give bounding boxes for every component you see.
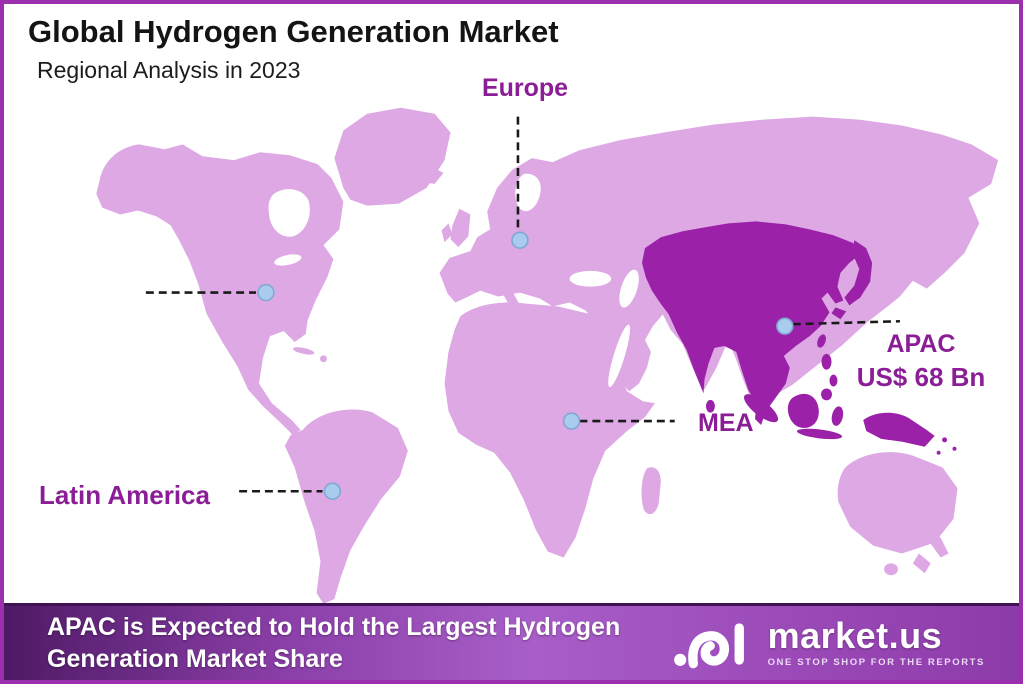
bottom-banner: APAC is Expected to Hold the Largest Hyd… — [4, 603, 1019, 680]
marker-dot-latin-america — [323, 482, 342, 500]
region-cuba — [292, 347, 315, 355]
region-solomons-3 — [936, 450, 941, 455]
region-sumatra — [743, 394, 779, 423]
world-map — [96, 107, 999, 604]
region-borneo — [787, 393, 819, 428]
page-subtitle: Regional Analysis in 2023 — [37, 57, 301, 83]
sea-red-sea — [608, 324, 631, 388]
logo-tagline: ONE STOP SHOP FOR THE REPORTS — [767, 657, 985, 668]
region-ireland — [441, 223, 453, 243]
page-title: Global Hydrogen Generation Market — [28, 14, 559, 49]
region-iceland — [417, 166, 444, 184]
apac-market-value: US$ 68 Bn — [856, 362, 986, 392]
marketus-logo-icon — [673, 623, 744, 669]
sea-black-sea — [569, 270, 612, 287]
region-taiwan — [817, 334, 826, 348]
marker-dot-europe — [511, 231, 529, 249]
region-java — [796, 428, 843, 440]
region-philippines-2 — [829, 374, 838, 387]
region-hainan — [770, 368, 780, 378]
region-tasmania — [884, 563, 898, 576]
region-new-zealand-south — [912, 553, 931, 574]
marker-dot-apac — [776, 317, 794, 335]
map-label-mea: MEA — [698, 409, 754, 437]
leader-line-apac — [792, 319, 900, 326]
region-greenland — [334, 107, 451, 206]
marker-dot-north-america — [257, 283, 275, 302]
region-south-america — [284, 409, 408, 604]
region-solomons-1 — [942, 437, 948, 443]
map-label-apac: APAC US$ 68 Bn — [847, 329, 995, 393]
region-new-guinea — [863, 412, 935, 447]
region-uk — [450, 208, 471, 248]
region-philippines-1 — [821, 353, 832, 370]
region-madagascar — [641, 467, 661, 515]
region-north-america — [96, 144, 344, 435]
logo-name: market.us — [767, 615, 943, 656]
sea-hudson-bay — [268, 189, 310, 237]
map-label-latin-america: Latin America — [39, 480, 210, 510]
map-label-europe: Europe — [481, 74, 569, 102]
apac-name: APAC — [886, 330, 956, 358]
region-japan-south — [831, 307, 847, 320]
banner-headline: APAC is Expected to Hold the Largest Hyd… — [47, 613, 621, 673]
sea-caspian — [619, 269, 639, 308]
header: Global Hydrogen Generation Market Region… — [28, 14, 559, 84]
lake-great-lakes — [274, 254, 302, 266]
region-philippines-3 — [821, 388, 832, 401]
region-sri-lanka — [705, 399, 715, 413]
sea-persian-gulf — [657, 337, 676, 351]
region-hispaniola — [320, 355, 327, 363]
region-africa — [444, 302, 655, 558]
logo-text: market.us ONE STOP SHOP FOR THE REPORTS — [767, 615, 985, 669]
sea-baltic — [515, 173, 541, 212]
region-new-zealand-north — [922, 525, 949, 558]
region-apac-mainland — [641, 221, 860, 426]
marker-dot-mea — [562, 412, 581, 430]
marketus-logo: market.us ONE STOP SHOP FOR THE REPORTS — [671, 613, 985, 673]
region-solomons-2 — [952, 446, 957, 451]
region-sulawesi — [831, 406, 844, 426]
region-japan — [844, 240, 873, 306]
